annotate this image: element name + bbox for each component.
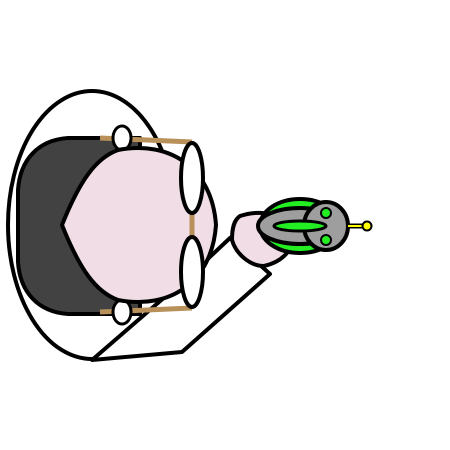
glasses-lens-top bbox=[179, 141, 205, 215]
ear-bottom bbox=[111, 298, 133, 326]
ear-top bbox=[111, 124, 133, 152]
raygun-core bbox=[272, 219, 328, 233]
raygun-tip bbox=[361, 220, 373, 232]
glasses-lens-bottom bbox=[179, 235, 205, 309]
raygun-light-bottom bbox=[320, 234, 332, 246]
raygun-light-top bbox=[320, 207, 332, 219]
